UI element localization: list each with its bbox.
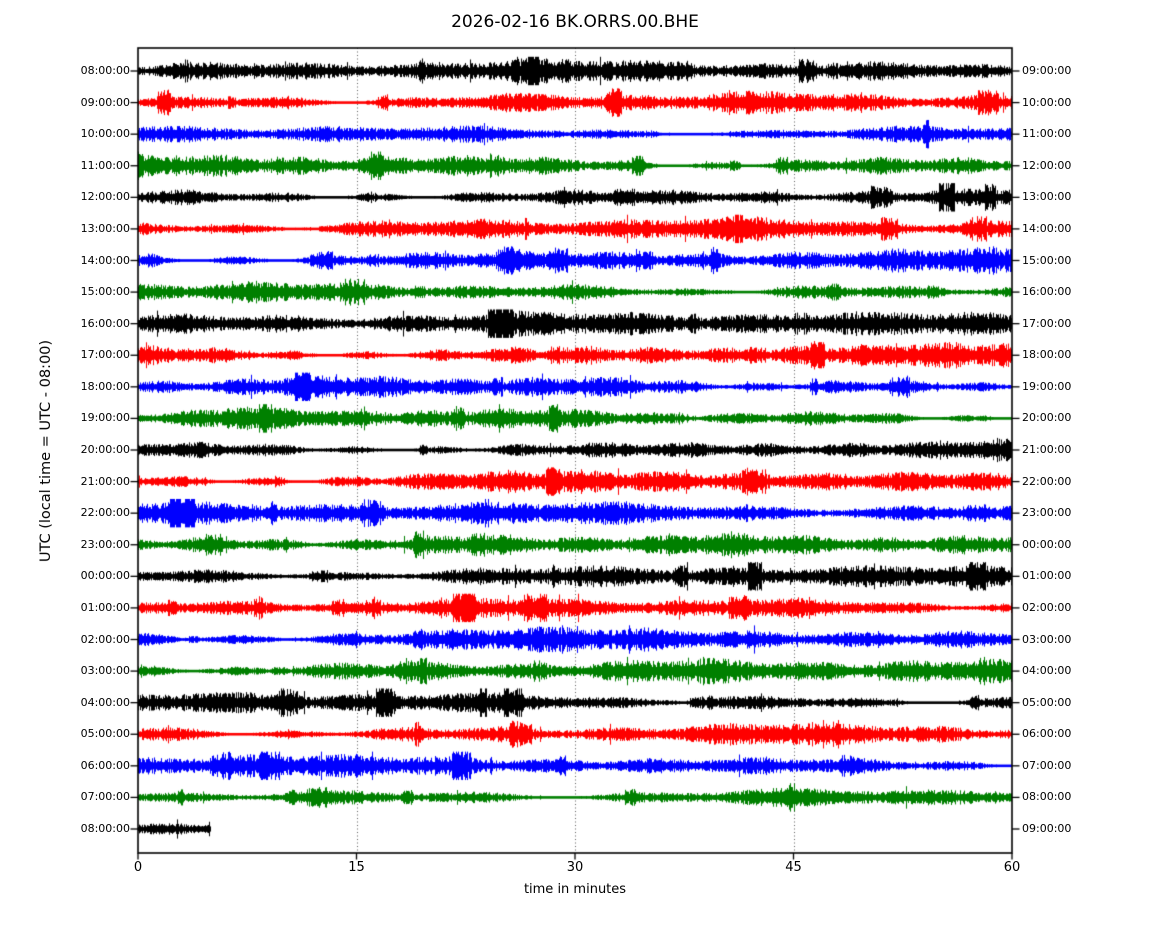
utc-tick-label: 19:00:00 [80, 411, 130, 425]
utc-tick-label: 11:00:00 [80, 158, 130, 172]
x-tick-label: 0 [133, 860, 143, 875]
x-tick-label: 15 [348, 860, 365, 875]
x-tick-label: 30 [566, 860, 584, 875]
utc-tick-label: 04:00:00 [80, 695, 130, 709]
utc-tick-label: 02:00:00 [80, 632, 130, 646]
x-tick-label: 60 [1003, 860, 1021, 875]
utc-tick-label: 18:00:00 [80, 379, 130, 393]
utc-tick-label: 21:00:00 [80, 474, 130, 488]
utc-tick-label: 06:00:00 [80, 758, 130, 772]
utc-tick-label: 01:00:00 [80, 600, 130, 614]
local-time-tick-label: 09:00:00 [1022, 64, 1072, 77]
local-time-tick-label: 06:00:00 [1022, 727, 1072, 741]
local-time-tick-label: 23:00:00 [1022, 506, 1072, 520]
utc-tick-label: 13:00:00 [80, 221, 130, 235]
x-axis-label: time in minutes [523, 882, 627, 897]
local-time-tick-label: 09:00:00 [1022, 822, 1072, 835]
utc-tick-label: 15:00:00 [80, 285, 130, 299]
chart-title: 2026-02-16 BK.ORRS.00.BHE [451, 12, 699, 32]
local-time-tick-label: 20:00:00 [1022, 411, 1072, 425]
utc-tick-label: 22:00:00 [80, 506, 130, 520]
local-time-tick-label: 10:00:00 [1022, 95, 1072, 109]
utc-tick-label: 08:00:00 [80, 822, 130, 835]
utc-tick-label: 17:00:00 [80, 348, 130, 362]
utc-tick-label: 20:00:00 [80, 443, 130, 456]
local-time-tick-label: 14:00:00 [1022, 221, 1072, 235]
utc-tick-label: 23:00:00 [80, 537, 130, 551]
local-time-tick-label: 03:00:00 [1022, 632, 1072, 646]
utc-tick-label: 08:00:00 [80, 64, 130, 77]
utc-tick-label: 09:00:00 [80, 95, 130, 109]
local-time-tick-label: 04:00:00 [1022, 664, 1072, 678]
utc-tick-label: 07:00:00 [80, 790, 130, 804]
local-time-tick-label: 01:00:00 [1022, 569, 1072, 583]
x-tick-label: 45 [785, 860, 802, 875]
utc-tick-label: 12:00:00 [80, 190, 130, 204]
local-time-tick-label: 19:00:00 [1022, 379, 1072, 393]
local-time-tick-label: 08:00:00 [1022, 790, 1072, 804]
utc-tick-label: 03:00:00 [80, 664, 130, 678]
local-time-tick-label: 15:00:00 [1022, 253, 1072, 267]
local-time-tick-label: 18:00:00 [1022, 348, 1072, 362]
local-time-tick-label: 22:00:00 [1022, 474, 1072, 488]
local-time-tick-label: 11:00:00 [1022, 127, 1072, 141]
local-time-tick-label: 12:00:00 [1022, 158, 1072, 172]
utc-tick-label: 05:00:00 [80, 727, 130, 741]
local-time-tick-label: 21:00:00 [1022, 443, 1072, 456]
utc-tick-label: 16:00:00 [80, 316, 130, 330]
local-time-tick-label: 13:00:00 [1022, 190, 1072, 204]
local-time-tick-label: 16:00:00 [1022, 285, 1072, 299]
local-time-tick-label: 07:00:00 [1022, 758, 1072, 772]
utc-tick-label: 00:00:00 [80, 569, 130, 583]
utc-tick-label: 10:00:00 [80, 127, 130, 141]
local-time-tick-label: 05:00:00 [1022, 695, 1072, 709]
local-time-tick-label: 02:00:00 [1022, 600, 1072, 614]
utc-tick-label: 14:00:00 [80, 253, 130, 267]
local-time-tick-label: 17:00:00 [1022, 316, 1072, 330]
local-time-tick-label: 00:00:00 [1022, 537, 1072, 551]
